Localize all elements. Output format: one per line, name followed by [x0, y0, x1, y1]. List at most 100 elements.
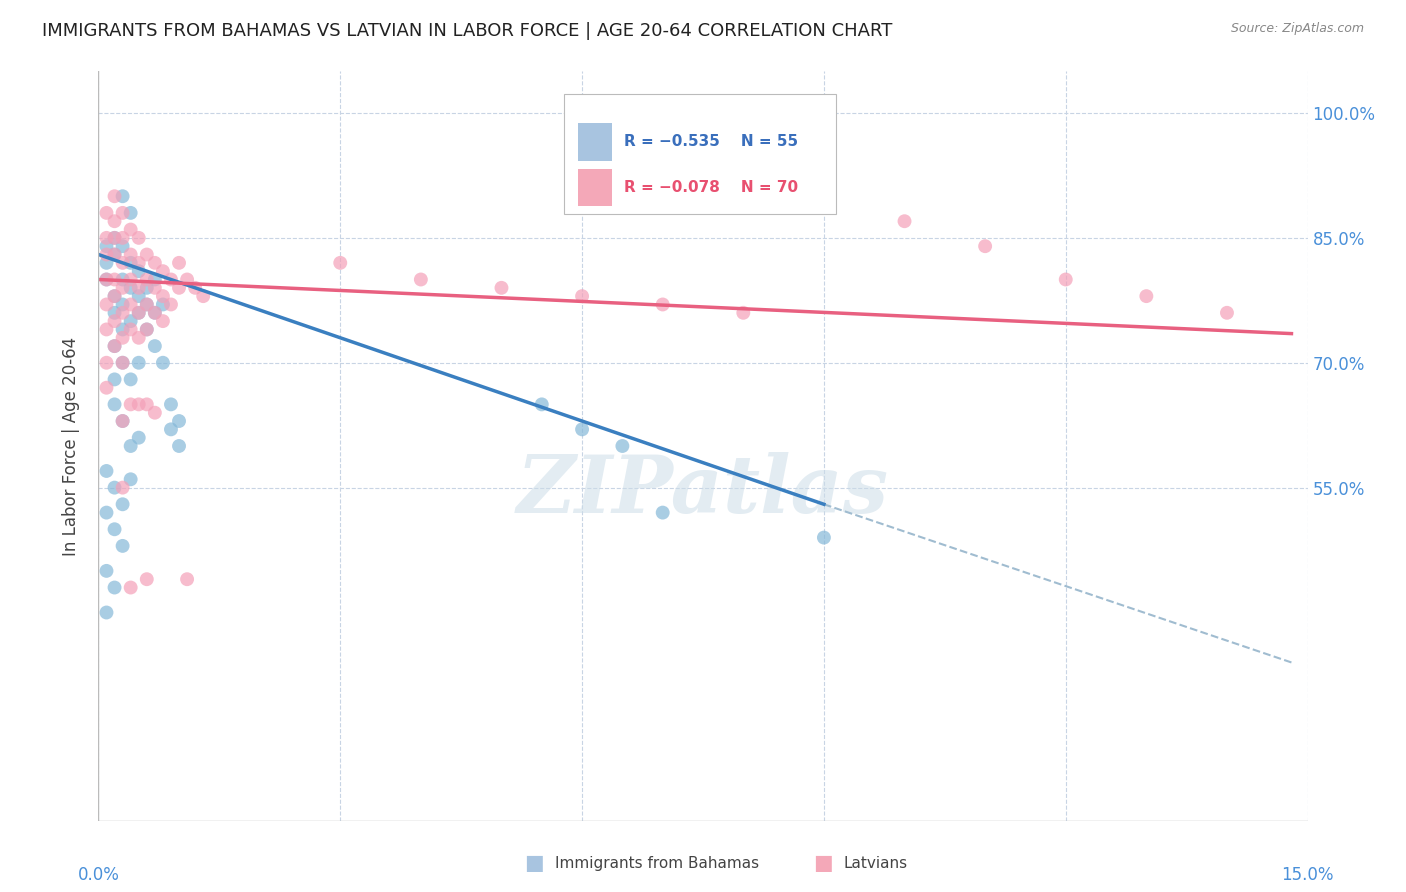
Point: [120, 297, 142, 311]
Point: [143, 306, 166, 320]
Point: [111, 356, 134, 370]
Point: [120, 397, 142, 411]
Point: [167, 439, 190, 453]
Point: [103, 522, 125, 536]
Point: [103, 581, 125, 595]
FancyBboxPatch shape: [564, 94, 837, 214]
Point: [120, 281, 142, 295]
Point: [1135, 289, 1157, 303]
Point: [128, 431, 150, 445]
Point: [111, 356, 134, 370]
Point: [128, 306, 150, 320]
FancyBboxPatch shape: [578, 169, 613, 206]
Point: [135, 281, 157, 295]
Point: [103, 339, 125, 353]
Text: R = −0.078    N = 70: R = −0.078 N = 70: [624, 180, 799, 194]
Point: [120, 439, 142, 453]
Point: [111, 322, 134, 336]
Point: [103, 289, 125, 303]
Point: [96, 506, 118, 520]
Point: [135, 297, 157, 311]
Point: [120, 322, 142, 336]
Point: [120, 272, 142, 286]
Point: [571, 289, 593, 303]
Text: Latvians: Latvians: [844, 856, 908, 871]
Point: [120, 247, 142, 261]
Point: [120, 581, 142, 595]
Point: [135, 322, 157, 336]
Point: [111, 539, 134, 553]
Point: [571, 422, 593, 436]
Text: 0.0%: 0.0%: [77, 866, 120, 885]
Point: [128, 256, 150, 270]
Point: [1054, 272, 1077, 286]
Point: [135, 247, 157, 261]
Point: [96, 297, 118, 311]
Point: [128, 306, 150, 320]
Point: [96, 247, 118, 261]
Point: [120, 372, 142, 386]
Point: [111, 256, 134, 270]
Point: [103, 339, 125, 353]
Point: [329, 256, 352, 270]
Point: [96, 464, 118, 478]
Point: [128, 289, 150, 303]
Point: [103, 247, 125, 261]
Text: ZIPatlas: ZIPatlas: [517, 452, 889, 530]
Point: [96, 356, 118, 370]
Point: [160, 397, 183, 411]
Point: [111, 206, 134, 220]
Point: [1216, 306, 1239, 320]
Point: [409, 272, 432, 286]
Point: [135, 322, 157, 336]
Point: [111, 231, 134, 245]
Point: [103, 481, 125, 495]
Point: [111, 281, 134, 295]
FancyBboxPatch shape: [578, 123, 613, 161]
Point: [128, 231, 150, 245]
Point: [143, 281, 166, 295]
Text: Source: ZipAtlas.com: Source: ZipAtlas.com: [1230, 22, 1364, 36]
Point: [111, 481, 134, 495]
Point: [135, 272, 157, 286]
Point: [111, 414, 134, 428]
Point: [143, 339, 166, 353]
Point: [120, 256, 142, 270]
Text: R = −0.535    N = 55: R = −0.535 N = 55: [624, 135, 799, 149]
Point: [135, 572, 157, 586]
Point: [120, 314, 142, 328]
Point: [893, 214, 915, 228]
Point: [128, 331, 150, 345]
Point: [103, 272, 125, 286]
Point: [974, 239, 997, 253]
Point: [103, 247, 125, 261]
Point: [120, 222, 142, 236]
Point: [96, 231, 118, 245]
Point: [143, 306, 166, 320]
Point: [111, 189, 134, 203]
Point: [143, 256, 166, 270]
Point: [103, 306, 125, 320]
Point: [103, 214, 125, 228]
Y-axis label: In Labor Force | Age 20-64: In Labor Force | Age 20-64: [62, 336, 80, 556]
Point: [152, 356, 174, 370]
Point: [143, 272, 166, 286]
Text: IMMIGRANTS FROM BAHAMAS VS LATVIAN IN LABOR FORCE | AGE 20-64 CORRELATION CHART: IMMIGRANTS FROM BAHAMAS VS LATVIAN IN LA…: [42, 22, 893, 40]
Point: [111, 497, 134, 511]
Point: [103, 231, 125, 245]
Point: [96, 206, 118, 220]
Point: [176, 272, 198, 286]
Point: [167, 256, 190, 270]
Point: [160, 297, 183, 311]
Point: [96, 272, 118, 286]
Point: [135, 297, 157, 311]
Text: Immigrants from Bahamas: Immigrants from Bahamas: [555, 856, 759, 871]
Point: [135, 397, 157, 411]
Point: [184, 281, 207, 295]
Point: [128, 264, 150, 278]
Point: [111, 331, 134, 345]
Point: [193, 289, 215, 303]
Point: [167, 414, 190, 428]
Point: [96, 322, 118, 336]
Point: [111, 272, 134, 286]
